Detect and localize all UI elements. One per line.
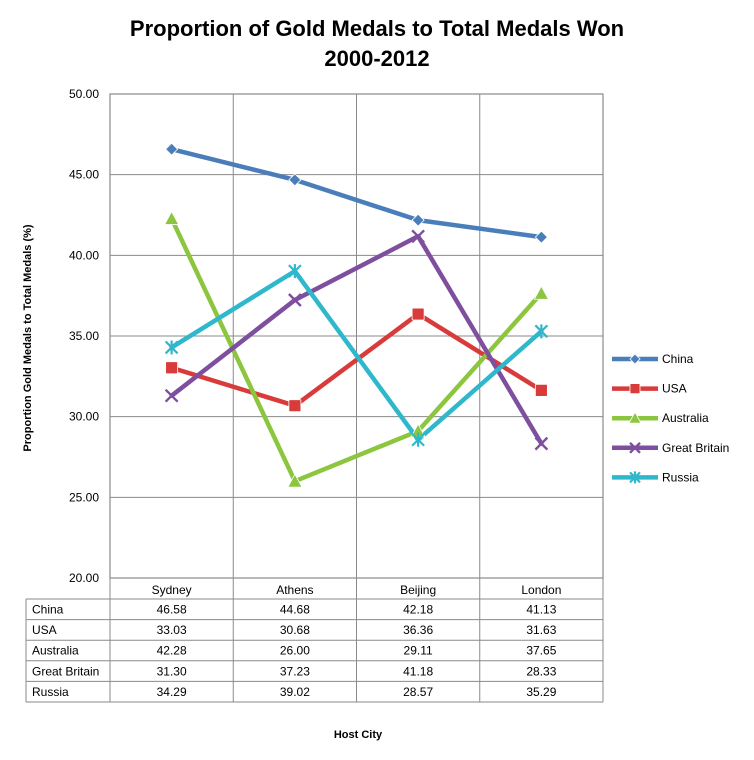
table-cell: 46.58 [157,603,187,617]
series-line-russia [169,268,544,442]
table-cell: 28.33 [526,664,556,678]
y-tick-label: 50.00 [69,87,99,101]
data-point-marker [164,340,179,355]
table-cell: 31.63 [526,623,556,637]
table-cell: 29.11 [404,644,433,658]
table-row-label: Australia [32,644,79,658]
data-point-marker [411,307,425,321]
data-point-marker [411,432,425,447]
table-cell: 44.68 [280,603,310,617]
legend-label: Russia [662,470,699,484]
table-cell: 35.29 [526,685,556,699]
data-point-marker [628,411,642,424]
plot-grid [109,93,604,579]
data-point-marker [629,353,641,365]
data-point-marker [533,285,550,300]
data-point-marker [288,173,302,187]
table-cell: 42.18 [403,603,433,617]
table-row-label: Great Britain [32,664,99,678]
table-cell: 30.68 [280,623,310,637]
table-cell: 33.03 [157,623,187,637]
x-tick-label: Sydney [152,583,192,597]
data-point-marker [165,142,179,156]
series-line-usa [169,311,544,408]
legend-label: China [662,352,694,366]
data-point-marker [629,441,641,454]
table-cell: 37.65 [526,644,556,658]
y-axis-title: Proportion Gold Medals to Total Medals (… [22,224,34,451]
table-cell: 37.23 [280,664,310,678]
data-point-marker [629,471,641,484]
data-point-marker [287,473,303,488]
series-line-china [169,146,544,240]
data-point-marker [629,383,641,395]
data-point-marker [534,383,548,397]
y-tick-label: 35.00 [69,329,99,343]
table-cell: 31.30 [157,664,187,678]
table-row-label: China [32,603,64,617]
data-point-marker [534,324,549,339]
y-axis-ticks: 20.00 25.00 30.00 35.00 40.00 45.00 50.00 [69,87,99,585]
legend: China USA Australia Great Britain Russia [612,352,729,484]
data-point-marker [288,264,302,279]
data-point-marker [288,293,302,307]
data-point-marker [165,361,179,375]
table-cell: 28.57 [403,685,433,699]
data-point-marker [411,213,425,227]
series-line-great-britain [169,234,544,446]
data-point-marker [534,230,548,244]
x-tick-label: Beijing [400,583,436,597]
y-tick-label: 45.00 [69,168,99,182]
x-tick-label: Athens [276,583,313,597]
table-cell: 42.28 [157,644,187,658]
data-point-marker [163,210,180,225]
data-point-marker [288,399,302,413]
table-row-label: USA [32,623,57,637]
chart-title-line-1: Proportion of Gold Medals to Total Medal… [130,16,624,41]
x-tick-label: London [521,583,561,597]
series-layer [163,142,550,488]
data-table: Sydney Athens Beijing London China 46.58 44.68… [25,578,604,703]
y-tick-label: 25.00 [69,490,99,504]
data-point-marker [411,229,425,244]
table-cell: 41.18 [403,664,433,678]
legend-label: Australia [662,411,709,425]
table-cell: 26.00 [280,644,310,658]
legend-label: Great Britain [662,441,729,455]
table-row-label: Russia [32,685,69,699]
y-tick-label: 40.00 [69,248,99,262]
table-cell: 36.36 [403,623,433,637]
table-cell: 41.13 [526,603,556,617]
legend-label: USA [662,382,687,396]
data-point-marker [534,436,549,451]
chart-title-line-2: 2000-2012 [324,46,429,71]
data-point-marker [164,388,179,403]
table-cell: 34.29 [157,685,187,699]
x-axis-title: Host City [334,729,383,741]
y-tick-label: 30.00 [69,410,99,424]
table-cell: 39.02 [280,685,310,699]
y-tick-label: 20.00 [69,571,99,585]
